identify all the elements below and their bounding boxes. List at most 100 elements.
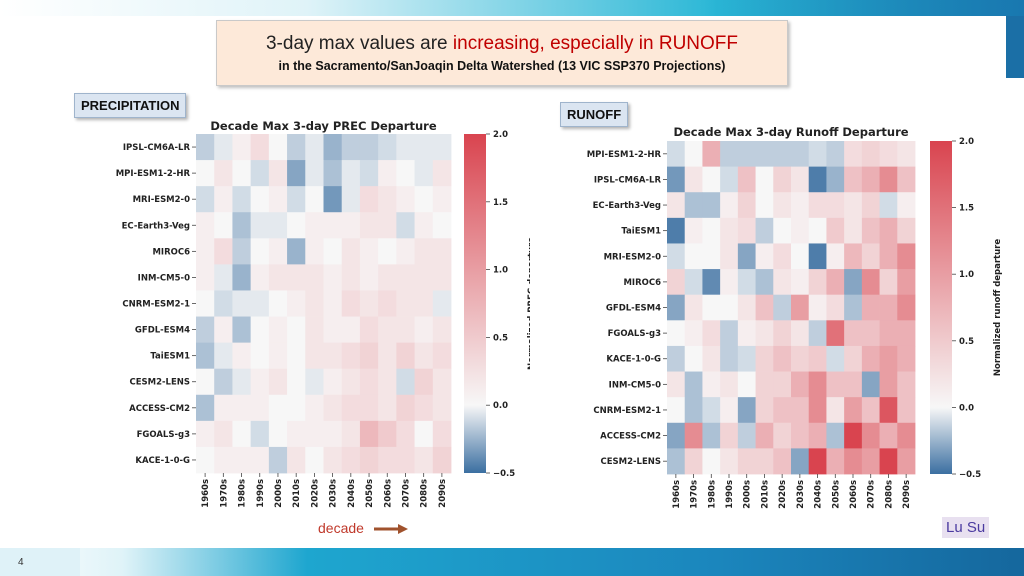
heatmap-cell <box>720 269 739 296</box>
heatmap-cell <box>667 371 686 398</box>
heatmap-cell <box>359 290 379 317</box>
heatmap-cell <box>268 342 288 370</box>
heatmap-cell <box>844 371 863 398</box>
heatmap-cell <box>268 394 288 422</box>
heatmap-cell <box>702 422 721 449</box>
heatmap-cell <box>667 192 686 219</box>
heatmap-cell <box>720 345 739 372</box>
heatmap-cell <box>684 269 703 296</box>
heatmap-cell <box>323 316 343 344</box>
colorbar-tick-label: 1.5 <box>493 198 508 208</box>
heatmap-cell <box>844 217 863 244</box>
heatmap-cell <box>808 243 827 270</box>
heatmap-cell <box>414 446 434 474</box>
heatmap-cell <box>879 243 898 270</box>
heatmap-cell <box>378 290 397 317</box>
heatmap-cell <box>196 446 215 474</box>
heatmap-cell <box>720 294 739 321</box>
heatmap-cell <box>844 243 863 270</box>
heatmap-cell <box>808 448 827 475</box>
heatmap-cell <box>268 420 288 448</box>
y-tick-label: ACCESS-CM2 <box>600 432 661 442</box>
heatmap-cell <box>897 141 916 168</box>
heatmap-cell <box>667 269 686 296</box>
heatmap-cell <box>414 160 434 187</box>
heatmap-cell <box>897 320 916 347</box>
heatmap-cell <box>861 371 880 398</box>
x-tick-label: 2050s <box>365 479 375 508</box>
heatmap-cell <box>808 345 827 372</box>
colorbar <box>464 134 486 473</box>
heatmap-cell <box>232 420 252 448</box>
colorbar <box>930 141 952 474</box>
heatmap-cell <box>737 217 756 244</box>
heatmap-cell <box>844 294 863 321</box>
heatmap-cell <box>214 212 233 239</box>
y-tick-label: CNRM-ESM2-1 <box>593 406 661 416</box>
heatmap-cell <box>396 134 415 161</box>
heatmap-cell <box>861 217 880 244</box>
heatmap-cell <box>737 371 756 398</box>
x-tick-label: 1970s <box>690 480 700 509</box>
heatmap-cell <box>287 316 306 344</box>
heatmap-cell <box>879 166 898 193</box>
heatmap-cell <box>755 397 774 424</box>
heatmap-cell <box>808 166 827 193</box>
heatmap-cell <box>737 192 756 219</box>
y-tick-label: MPI-ESM1-2-HR <box>116 169 191 179</box>
heatmap-cell <box>305 446 324 474</box>
heatmap-cell <box>214 264 233 291</box>
heatmap-cell <box>378 316 397 344</box>
decade-label: decade <box>318 520 364 536</box>
heatmap-cell <box>720 166 739 193</box>
bottom-left-accent <box>0 548 80 576</box>
heatmap-cell <box>791 192 810 219</box>
heatmap-cell <box>196 160 215 187</box>
y-tick-label: MIROC6 <box>623 278 661 288</box>
heatmap-cell <box>232 342 252 370</box>
y-tick-label: KACE-1-0-G <box>135 456 190 466</box>
heatmap-cell <box>287 420 306 448</box>
heatmap-cell <box>826 371 845 398</box>
y-tick-label: CESM2-LENS <box>129 378 190 388</box>
heatmap-cell <box>323 368 343 396</box>
heatmap-cell <box>341 160 361 187</box>
heatmap-cell <box>684 141 703 168</box>
chart-title: Decade Max 3-day PREC Departure <box>210 119 436 133</box>
heatmap-cell <box>826 422 845 449</box>
heatmap-cell <box>287 264 306 291</box>
prec-heatmap-chart: Decade Max 3-day PREC Departure IPSL-CM6A… <box>116 119 530 508</box>
y-tick-label: ACCESS-CM2 <box>129 404 190 414</box>
heatmap-cell <box>414 420 434 448</box>
heatmap-cell <box>323 212 343 239</box>
heatmap-cell <box>667 166 686 193</box>
heatmap-cell <box>791 371 810 398</box>
heatmap-cell <box>432 212 452 239</box>
heatmap-cell <box>268 212 288 239</box>
colorbar-tick-label: −0.5 <box>493 469 515 479</box>
colorbar-tick-label: −0.5 <box>959 470 981 480</box>
heatmap-cell <box>844 448 863 475</box>
heatmap-cell <box>250 238 270 265</box>
bottom-accent-bar <box>0 548 1024 576</box>
heatmap-cell <box>791 320 810 347</box>
heatmap-cell <box>667 320 686 347</box>
heatmap-cell <box>232 290 252 317</box>
x-tick-label: 1960s <box>201 479 211 508</box>
heatmap-cell <box>250 134 270 161</box>
heatmap-cell <box>684 320 703 347</box>
heatmap-cell <box>755 320 774 347</box>
heatmap-cell <box>250 394 270 422</box>
heatmap-cell <box>773 243 792 270</box>
heatmap-cell <box>755 243 774 270</box>
heatmap-cell <box>702 345 721 372</box>
heatmap-cell <box>826 448 845 475</box>
heatmap-cell <box>432 290 452 317</box>
heatmap-cell <box>702 243 721 270</box>
heatmap-cell <box>287 160 306 187</box>
heatmap-cell <box>250 420 270 448</box>
heatmap-cell <box>702 371 721 398</box>
y-tick-label: TaiESM1 <box>621 227 661 237</box>
heatmap-cell <box>826 141 845 168</box>
heatmap-cell <box>268 264 288 291</box>
